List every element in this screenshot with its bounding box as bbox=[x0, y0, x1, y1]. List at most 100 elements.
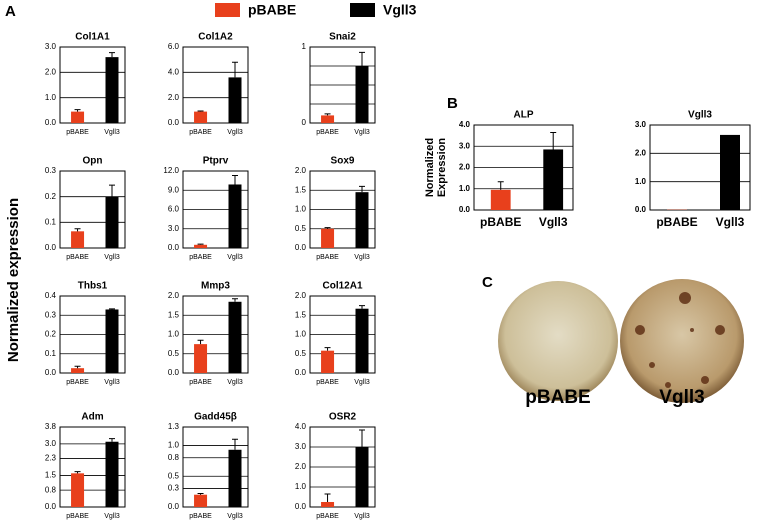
x-tick-label: Vgll3 bbox=[227, 513, 243, 520]
x-tick-label: Vgll3 bbox=[227, 379, 243, 386]
chart-title: Vgll3 bbox=[688, 110, 712, 121]
y-tick-label: 3.0 bbox=[459, 141, 471, 150]
bar bbox=[355, 66, 369, 123]
x-tick-label: pBABE bbox=[66, 254, 89, 261]
chart-title: Ptprv bbox=[203, 156, 229, 167]
error-bar bbox=[197, 110, 204, 112]
error-bar bbox=[359, 51, 365, 66]
x-tick-label: pBABE bbox=[189, 129, 212, 136]
y-tick-label: 0.2 bbox=[45, 330, 57, 339]
y-tick-label: 3.0 bbox=[635, 120, 647, 129]
y-tick-label: 0.1 bbox=[45, 217, 57, 226]
panel-label: B bbox=[447, 95, 458, 112]
bar bbox=[105, 309, 119, 373]
x-tick-label: Vgll3 bbox=[227, 129, 243, 136]
y-tick-label: 0.0 bbox=[168, 368, 180, 377]
y-tick-label: 3.0 bbox=[168, 224, 180, 233]
y-tick-label: 0.5 bbox=[295, 224, 307, 233]
x-tick-label: Vgll3 bbox=[354, 254, 370, 261]
y-tick-label: 0.0 bbox=[168, 502, 180, 511]
y-tick-label: 1.0 bbox=[295, 205, 307, 214]
y-tick-label: 0.5 bbox=[295, 349, 307, 358]
bar bbox=[71, 111, 85, 123]
plot-frame bbox=[649, 124, 751, 211]
chart-title: Thbs1 bbox=[78, 281, 108, 292]
y-tick-label: 0.0 bbox=[459, 205, 471, 214]
plot-frame bbox=[309, 295, 376, 374]
plot-frame bbox=[309, 170, 376, 249]
y-tick-label: 2.0 bbox=[168, 93, 180, 102]
y-tick-label: 9.0 bbox=[168, 185, 180, 194]
bar bbox=[105, 441, 119, 507]
bar bbox=[321, 115, 335, 123]
y-tick-label: 2.0 bbox=[295, 291, 307, 300]
bar bbox=[355, 308, 369, 373]
y-tick-label: 2.0 bbox=[635, 148, 647, 157]
x-tick-label: Vgll3 bbox=[104, 513, 120, 520]
x-tick-label: pBABE bbox=[189, 379, 212, 386]
y-tick-label: 0.0 bbox=[295, 368, 307, 377]
y-tick-label: 0.0 bbox=[45, 368, 57, 377]
y-tick-label: 0.8 bbox=[168, 453, 180, 462]
bar bbox=[355, 447, 369, 507]
plot-frame bbox=[182, 426, 249, 508]
y-tick-label: 1.0 bbox=[168, 441, 180, 450]
plot-frame bbox=[182, 46, 249, 124]
chart-title: Sox9 bbox=[331, 156, 355, 167]
y-tick-label: 0.5 bbox=[168, 349, 180, 358]
chart-title: ALP bbox=[514, 110, 534, 121]
y-tick-label: 0 bbox=[302, 118, 307, 127]
x-tick-label: Vgll3 bbox=[354, 513, 370, 520]
error-bar bbox=[324, 347, 331, 351]
x-tick-label: pBABE bbox=[316, 379, 339, 386]
bar bbox=[355, 192, 369, 248]
bar bbox=[490, 189, 511, 210]
x-tick-label: pBABE bbox=[189, 254, 212, 261]
y-tick-label: 0.4 bbox=[45, 291, 57, 300]
legend-swatch bbox=[215, 3, 240, 17]
bar bbox=[194, 111, 208, 123]
error-bar bbox=[359, 429, 365, 447]
photo-label: Vgll3 bbox=[659, 387, 704, 408]
error-bar bbox=[109, 184, 115, 197]
chart-title: Col12A1 bbox=[322, 281, 362, 292]
plot-frame bbox=[59, 170, 126, 249]
y-tick-label: 0.0 bbox=[295, 502, 307, 511]
plot-frame bbox=[59, 46, 126, 124]
error-bar bbox=[197, 492, 204, 495]
y-tick-label: 2.3 bbox=[45, 454, 57, 463]
y-tick-label: 0.0 bbox=[45, 118, 57, 127]
y-tick-label: 0.0 bbox=[295, 243, 307, 252]
y-tick-label: 2.0 bbox=[45, 67, 57, 76]
y-tick-label: 0.0 bbox=[45, 243, 57, 252]
y-tick-label: 0.0 bbox=[168, 118, 180, 127]
error-bar bbox=[74, 228, 81, 232]
error-bar bbox=[74, 109, 81, 112]
bar bbox=[71, 473, 85, 507]
x-tick-label: pBABE bbox=[316, 129, 339, 136]
error-bar bbox=[359, 185, 365, 193]
y-tick-label: 2.0 bbox=[295, 166, 307, 175]
y-tick-label: 1.0 bbox=[168, 330, 180, 339]
legend-label: pBABE bbox=[248, 2, 296, 18]
y-axis-title: NormalizedExpression bbox=[424, 138, 448, 198]
y-tick-label: 0.1 bbox=[45, 349, 57, 358]
x-tick-label: Vgll3 bbox=[716, 215, 745, 229]
y-tick-label: 3.0 bbox=[295, 442, 307, 451]
y-tick-label: 3.8 bbox=[45, 422, 57, 431]
error-bar bbox=[232, 61, 238, 78]
x-tick-label: Vgll3 bbox=[104, 379, 120, 386]
error-bar bbox=[197, 339, 204, 345]
x-tick-label: pBABE bbox=[316, 513, 339, 520]
y-tick-label: 1.0 bbox=[459, 184, 471, 193]
y-axis-label: Normalized expression bbox=[5, 198, 22, 362]
chart-title: Adm bbox=[81, 412, 103, 423]
chart-title: Col1A1 bbox=[75, 32, 110, 43]
bar bbox=[71, 231, 85, 248]
y-tick-label: 1 bbox=[302, 42, 307, 51]
error-bar bbox=[232, 438, 238, 450]
error-bar bbox=[324, 113, 331, 116]
y-tick-label: 0.3 bbox=[168, 484, 180, 493]
stain-dish bbox=[620, 279, 744, 403]
